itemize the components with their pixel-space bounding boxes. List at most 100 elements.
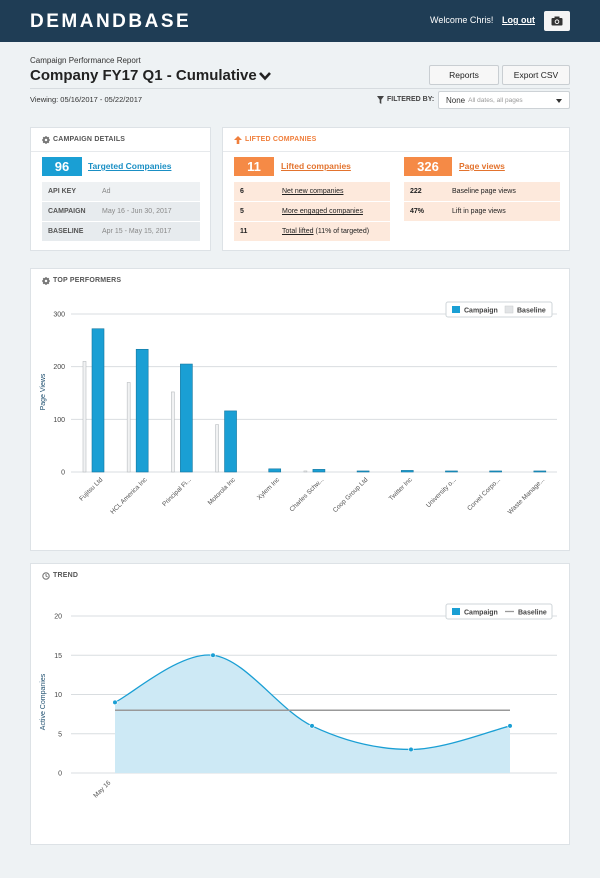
card-header: TREND <box>31 564 569 588</box>
trend-card: TREND 0 5 10 15 20 May 16 Active Companies C… <box>30 563 570 845</box>
bar-campaign <box>268 468 282 473</box>
x-tick-label: Twitter Inc <box>388 476 414 502</box>
bar-campaign <box>400 470 414 473</box>
clock-icon <box>42 572 50 580</box>
bar-campaign <box>489 470 502 473</box>
net-new-companies-link[interactable]: Net new companies <box>282 188 344 195</box>
bar-campaign <box>312 469 326 473</box>
bar-baseline <box>215 424 219 473</box>
page-view-row-value: 222 <box>410 188 422 195</box>
camera-icon <box>551 16 563 26</box>
export-csv-button[interactable]: Export CSV <box>502 65 570 85</box>
welcome-text: Welcome Chris! <box>430 15 494 25</box>
x-tick-label: Motorola Inc <box>207 476 238 507</box>
date-range: Viewing: 05/16/2017 - 05/22/2017 <box>30 95 143 104</box>
x-tick-label: Waste Manage... <box>507 476 547 516</box>
filter-label: FILTERED BY: <box>387 96 435 103</box>
y-tick-label: 200 <box>53 364 65 371</box>
bar-campaign <box>224 410 237 473</box>
bar-campaign <box>356 470 370 473</box>
legend-campaign: Campaign <box>464 308 498 315</box>
detail-value: May 16 - Jun 30, 2017 <box>102 208 172 215</box>
y-tick-label: 15 <box>54 653 62 660</box>
card-title: TREND <box>53 572 79 579</box>
x-tick-label: Corvel Corpo... <box>466 476 502 512</box>
y-axis-label: Page Views <box>40 373 47 410</box>
total-lifted-suffix: (11% of targeted) <box>315 228 370 235</box>
x-tick-label: Coop Group Ltd <box>332 476 370 514</box>
legend-baseline: Baseline <box>518 610 547 617</box>
card-header: LIFTED COMPANIES <box>223 128 569 152</box>
y-tick-label: 5 <box>58 731 62 738</box>
detail-value: Ad <box>102 188 111 195</box>
page-view-row-label: Baseline page views <box>452 188 516 195</box>
legend-baseline: Baseline <box>517 308 546 315</box>
campaign-point <box>210 652 216 658</box>
x-tick-label: Fujitsu Ltd <box>78 476 104 502</box>
lifted-count: 11 <box>234 157 274 176</box>
campaign-area <box>115 654 510 773</box>
legend-swatch-campaign <box>452 306 460 313</box>
detail-value: Apr 15 - May 15, 2017 <box>102 228 172 235</box>
bar-campaign <box>180 363 193 473</box>
targeted-companies-link[interactable]: Targeted Companies <box>88 161 172 171</box>
lifted-row-count: 11 <box>240 228 248 235</box>
detail-key: BASELINE <box>48 228 84 235</box>
arrow-up-icon <box>234 136 242 144</box>
y-axis-label: Active Companies <box>40 673 47 730</box>
bar-baseline <box>82 361 87 473</box>
campaign-point <box>408 746 414 753</box>
bar-baseline <box>171 391 175 473</box>
card-title: TOP PERFORMERS <box>53 277 122 284</box>
card-title: CAMPAIGN DETAILS <box>53 136 126 143</box>
more-engaged-companies-link[interactable]: More engaged companies <box>282 208 363 215</box>
lifted-row-count: 5 <box>240 208 244 215</box>
x-tick-label: Charles Schw... <box>288 476 325 513</box>
filter-hint: All dates, all pages <box>468 96 523 104</box>
detail-row: CAMPAIGN May 16 - Jun 30, 2017 <box>42 202 200 221</box>
caret-down-icon <box>556 99 562 103</box>
lifted-row-count: 6 <box>240 188 244 195</box>
legend-swatch-campaign <box>452 608 460 615</box>
logout-link[interactable]: Log out <box>502 15 535 25</box>
x-tick-label: University o... <box>425 476 458 509</box>
page-views-link[interactable]: Page views <box>459 161 505 171</box>
divider <box>30 88 570 89</box>
reports-button[interactable]: Reports <box>429 65 499 85</box>
logo[interactable]: DEMANDBASE <box>30 11 192 32</box>
card-header: TOP PERFORMERS <box>31 269 569 293</box>
legend-campaign: Campaign <box>464 610 498 617</box>
bar-campaign <box>445 470 458 473</box>
x-tick-label: May 16 <box>92 779 112 799</box>
y-tick-label: 20 <box>54 614 62 621</box>
chart-legend: Campaign Baseline <box>445 301 553 318</box>
page-title: Company FY17 Q1 - Cumulative <box>30 67 257 84</box>
lifted-companies-link[interactable]: Lifted companies <box>281 161 351 171</box>
y-tick-label: 10 <box>54 692 62 699</box>
y-tick-label: 0 <box>61 470 65 477</box>
legend-swatch-baseline <box>504 305 514 314</box>
top-bar: DEMANDBASE Welcome Chris! Log out <box>0 0 600 42</box>
x-tick-label: HCL America Inc <box>109 476 149 516</box>
page-view-row: 222 Baseline page views <box>404 182 560 201</box>
targeted-count: 96 <box>42 157 82 176</box>
y-tick-label: 0 <box>58 771 62 778</box>
page-view-row-value: 47% <box>410 208 425 215</box>
screenshot-button[interactable] <box>544 11 570 31</box>
filter-dropdown[interactable]: None All dates, all pages <box>438 91 570 109</box>
detail-row: BASELINE Apr 15 - May 15, 2017 <box>42 222 200 241</box>
campaign-details-card: CAMPAIGN DETAILS 96 Targeted Companies A… <box>30 127 211 251</box>
total-lifted-link[interactable]: Total lifted <box>282 228 314 235</box>
filter-icon <box>377 96 384 104</box>
lifted-row: 5 More engaged companies <box>234 202 390 221</box>
chevron-down-icon[interactable] <box>258 70 272 82</box>
x-tick-label: Xylem Inc <box>256 476 282 502</box>
y-tick-label: 300 <box>53 312 65 319</box>
trend-chart: 0 5 10 15 20 May 16 Active Companies Campaig… <box>40 603 557 799</box>
bar-baseline <box>126 382 131 473</box>
page-view-row: 47% Lift in page views <box>404 202 560 221</box>
campaign-point <box>507 723 513 729</box>
detail-row: API KEY Ad <box>42 182 200 201</box>
lifted-row: 6 Net new companies <box>234 182 390 201</box>
bar-campaign <box>91 328 105 473</box>
